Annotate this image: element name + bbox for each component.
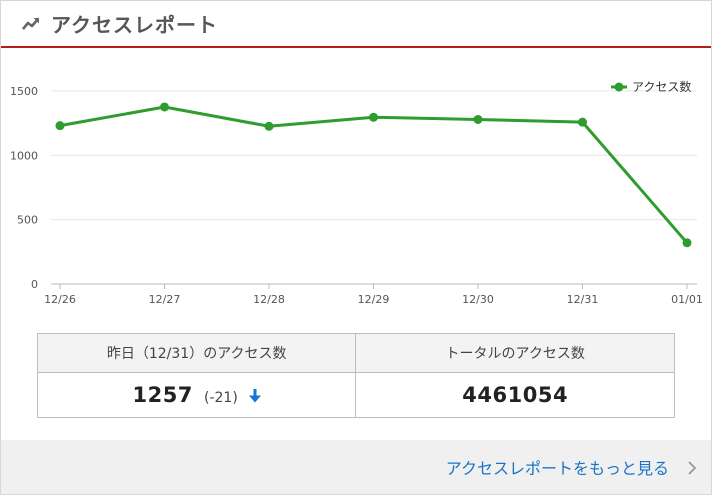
- yesterday-value: 1257: [132, 383, 193, 407]
- card-header: アクセスレポート: [1, 1, 711, 48]
- series-line: [59, 105, 689, 244]
- legend-marker: [614, 82, 624, 92]
- data-point: [369, 112, 378, 122]
- data-point: [682, 238, 692, 248]
- x-tick-label: 01/01: [671, 293, 703, 306]
- access-chart: 0 500 1000 1500 12/26 12/27 12/28 12/29 12/30 12/…: [1, 59, 711, 311]
- legend-label: アクセス数: [632, 79, 691, 94]
- total-value: 4461054: [462, 383, 569, 407]
- chevron-right-icon[interactable]: [687, 460, 697, 475]
- data-point: [160, 102, 169, 112]
- x-tick-label: 12/30: [462, 293, 494, 306]
- more-report-link[interactable]: アクセスレポートをもっと見る: [445, 459, 669, 478]
- yesterday-cell: 1257 (-21): [36, 372, 357, 418]
- data-point: [264, 121, 274, 131]
- x-tick-label: 12/27: [149, 293, 181, 306]
- total-cell: 4461054: [355, 372, 675, 418]
- chart-svg: 0 500 1000 1500 12/26 12/27 12/28 12/29 12/30 12/…: [10, 79, 703, 306]
- stats-table: 昨日（12/31）のアクセス数 トータルのアクセス数 1257 (-21) 44…: [36, 333, 675, 418]
- y-tick-label: 1500: [10, 85, 38, 98]
- data-point: [473, 114, 483, 124]
- yesterday-header: 昨日（12/31）のアクセス数: [36, 333, 357, 373]
- x-tick-label: 12/29: [358, 293, 390, 306]
- x-tick-label: 12/28: [253, 293, 285, 306]
- trending-up-icon: [21, 14, 41, 34]
- card-footer: アクセスレポートをもっと見る: [1, 440, 711, 494]
- y-tick-label: 0: [31, 278, 38, 291]
- x-tick-label: 12/31: [567, 293, 599, 306]
- yesterday-diff: (-21): [204, 390, 238, 406]
- y-tick-label: 500: [17, 214, 38, 227]
- data-point: [55, 121, 65, 131]
- data-point: [578, 117, 587, 127]
- x-tick-label: 12/26: [44, 293, 76, 306]
- card-title: アクセスレポート: [51, 13, 218, 37]
- total-header: トータルのアクセス数: [355, 333, 675, 373]
- arrow-down-icon: [248, 388, 261, 407]
- y-tick-label: 1000: [10, 149, 38, 162]
